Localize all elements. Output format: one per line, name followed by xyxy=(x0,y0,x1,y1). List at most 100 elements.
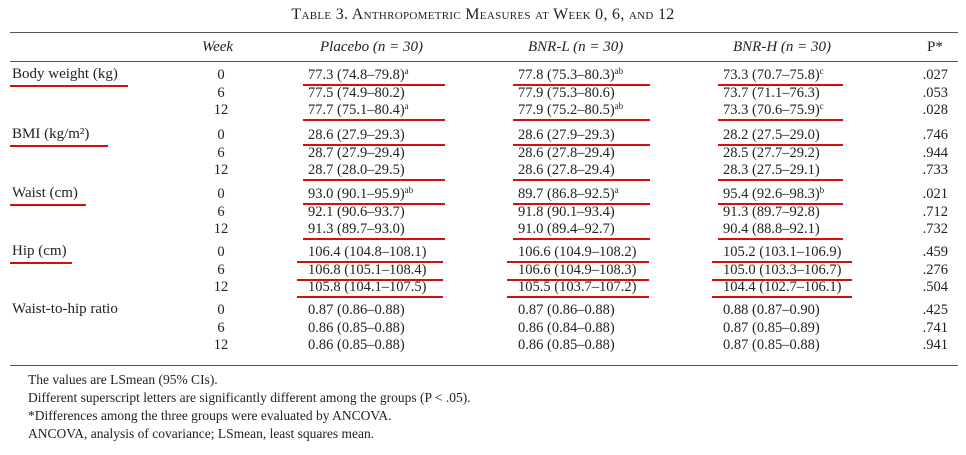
week-cell: 0 xyxy=(217,186,225,202)
value-cell-bnrh: 90.4 (88.8–92.1) xyxy=(723,221,820,238)
value-text: 73.3 (70.7–75.8) xyxy=(723,67,820,83)
value-underline xyxy=(297,296,443,298)
header-placebo: Placebo (n = 30) xyxy=(320,39,424,55)
value-cell-bnrh: 105.0 (103.3–106.7) xyxy=(723,262,841,279)
label-underline xyxy=(10,145,108,147)
measure-label: Body weight (kg) xyxy=(12,66,118,82)
value-underline xyxy=(712,261,852,263)
week-cell: 6 xyxy=(217,144,225,161)
value-text: 77.7 (75.1–80.4) xyxy=(308,102,405,118)
value-text: 28.6 (27.9–29.3) xyxy=(308,127,405,143)
value-text: 89.7 (86.8–92.5) xyxy=(518,186,615,202)
value-text: 105.0 (103.3–106.7) xyxy=(723,261,842,278)
value-underline xyxy=(303,179,445,181)
value-cell-bnrl: 77.9 (75.2–80.5)ab xyxy=(518,102,623,119)
p-value-cell: .732 xyxy=(922,221,948,237)
value-cell-bnrl: 0.86 (0.84–0.88) xyxy=(518,320,615,337)
value-text: 90.4 (88.8–92.1) xyxy=(723,221,820,237)
value-cell-bnrh: 28.5 (27.7–29.2) xyxy=(723,145,820,162)
header-week: Week xyxy=(202,39,234,55)
value-cell-bnrh: 91.3 (89.7–92.8) xyxy=(723,204,820,221)
superscript-letter: c xyxy=(819,101,824,111)
p-value-cell: .944 xyxy=(922,144,948,161)
value-text: 91.3 (89.7–92.8) xyxy=(723,203,820,220)
value-text: 91.8 (90.1–93.4) xyxy=(518,203,615,220)
p-value-cell: .712 xyxy=(922,203,948,220)
value-text: 105.2 (103.1–106.9) xyxy=(723,244,842,260)
value-underline xyxy=(718,203,843,205)
value-cell-bnrl: 0.87 (0.86–0.88) xyxy=(518,302,615,319)
value-text: 0.86 (0.84–0.88) xyxy=(518,319,615,336)
value-underline xyxy=(718,84,843,86)
value-text: 0.87 (0.86–0.88) xyxy=(518,302,615,318)
footnote-4: ANCOVA, analysis of covariance; LSmean, … xyxy=(28,426,375,441)
value-text: 0.86 (0.85–0.88) xyxy=(308,337,405,353)
value-cell-bnrl: 106.6 (104.9–108.3) xyxy=(518,262,636,279)
p-value-cell: .021 xyxy=(922,186,948,202)
table-title: Table 3. Anthropometric Measures at Week… xyxy=(291,6,675,23)
week-cell: 6 xyxy=(217,84,225,101)
value-cell-bnrl: 28.6 (27.9–29.3) xyxy=(518,127,615,144)
header-rule xyxy=(10,61,958,62)
value-cell-placebo: 28.7 (27.9–29.4) xyxy=(308,145,405,162)
value-cell-bnrh: 73.3 (70.7–75.8)c xyxy=(723,67,824,84)
value-underline xyxy=(718,144,843,146)
header-bnrh: BNR-H (n = 30) xyxy=(733,39,832,55)
week-cell: 0 xyxy=(217,67,225,83)
value-cell-bnrl: 91.0 (89.4–92.7) xyxy=(518,221,615,238)
value-underline xyxy=(303,84,445,86)
superscript-letter: a xyxy=(614,185,619,195)
value-text: 28.6 (27.9–29.3) xyxy=(518,127,615,143)
p-value-cell: .425 xyxy=(922,302,948,318)
value-text: 77.3 (74.8–79.8) xyxy=(308,67,405,83)
footnote-2: Different superscript letters are signif… xyxy=(28,390,471,405)
value-cell-placebo: 0.86 (0.85–0.88) xyxy=(308,320,405,337)
value-text: 77.5 (74.9–80.2) xyxy=(308,84,405,101)
value-underline xyxy=(513,144,650,146)
value-cell-placebo: 28.7 (28.0–29.5) xyxy=(308,162,405,179)
superscript-letter: ab xyxy=(614,101,624,111)
value-underline xyxy=(297,261,443,263)
label-underline xyxy=(10,85,128,87)
value-underline xyxy=(513,179,650,181)
value-text: 106.6 (104.9–108.3) xyxy=(518,261,637,278)
value-text: 91.3 (89.7–93.0) xyxy=(308,221,405,237)
value-cell-placebo: 106.4 (104.8–108.1) xyxy=(308,244,426,261)
value-cell-bnrh: 73.7 (71.1–76.3) xyxy=(723,85,820,102)
value-text: 28.3 (27.5–29.1) xyxy=(723,162,820,178)
week-cell: 12 xyxy=(213,221,229,237)
value-cell-bnrh: 73.3 (70.6–75.9)c xyxy=(723,102,824,119)
value-cell-placebo: 92.1 (90.6–93.7) xyxy=(308,204,405,221)
value-cell-bnrl: 106.6 (104.9–108.2) xyxy=(518,244,636,261)
value-cell-placebo: 28.6 (27.9–29.3) xyxy=(308,127,405,144)
measure-label: Waist (cm) xyxy=(12,185,78,201)
superscript-letter: c xyxy=(819,66,824,76)
p-value-cell: .741 xyxy=(922,319,948,336)
p-value-cell: .459 xyxy=(922,244,948,260)
value-underline xyxy=(507,296,649,298)
value-underline xyxy=(303,238,445,240)
footnote-3: *Differences among the three groups were… xyxy=(28,408,392,423)
value-underline xyxy=(513,84,650,86)
value-underline xyxy=(718,119,843,121)
value-underline xyxy=(507,278,649,281)
value-underline xyxy=(718,179,843,181)
value-text: 105.8 (104.1–107.5) xyxy=(308,279,427,295)
value-text: 73.3 (70.6–75.9) xyxy=(723,102,820,118)
measure-label: Hip (cm) xyxy=(12,243,67,259)
value-underline xyxy=(513,238,650,240)
value-cell-bnrh: 104.4 (102.7–106.1) xyxy=(723,279,841,296)
value-underline xyxy=(513,119,650,121)
value-text: 28.2 (27.5–29.0) xyxy=(723,127,820,143)
p-value-cell: .746 xyxy=(922,127,948,143)
value-text: 106.8 (105.1–108.4) xyxy=(308,261,427,278)
value-cell-placebo: 105.8 (104.1–107.5) xyxy=(308,279,426,296)
value-text: 0.86 (0.85–0.88) xyxy=(518,337,615,353)
value-underline xyxy=(513,203,650,205)
value-underline xyxy=(303,119,445,121)
bottom-rule xyxy=(10,365,958,366)
p-value-cell: .504 xyxy=(922,279,948,295)
value-text: 91.0 (89.4–92.7) xyxy=(518,221,615,237)
value-text: 0.86 (0.85–0.88) xyxy=(308,319,405,336)
